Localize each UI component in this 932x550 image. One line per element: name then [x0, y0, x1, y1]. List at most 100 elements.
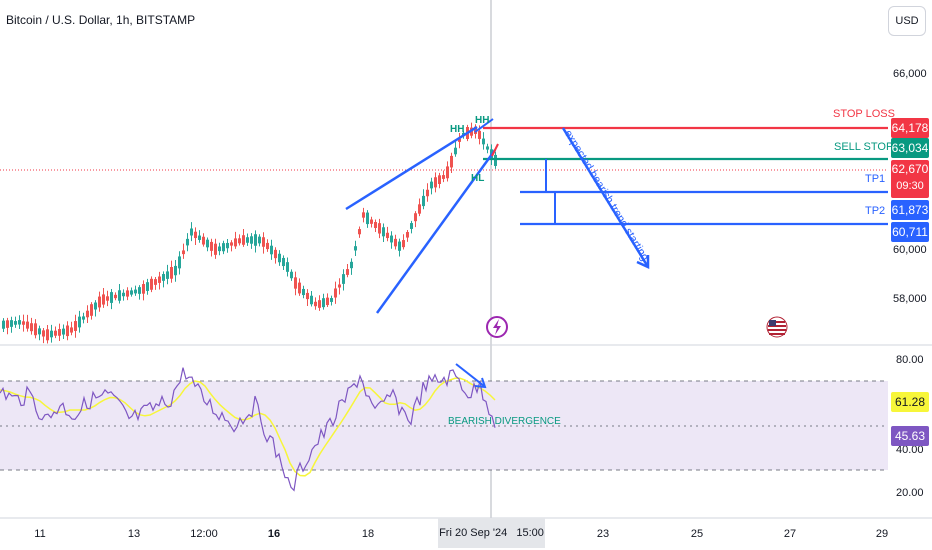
candle-body: [38, 328, 41, 335]
candle-body: [70, 327, 73, 333]
candle-body: [414, 213, 417, 222]
candle-body: [138, 287, 141, 294]
candle-body: [390, 235, 393, 243]
candle-body: [22, 321, 25, 325]
candle-body: [402, 240, 405, 248]
rsi-ma-line: [0, 377, 496, 477]
tp1-price-badge: 61,873: [891, 200, 929, 220]
time-label: 12:00: [190, 528, 218, 540]
hh-label-second: HH: [475, 115, 490, 126]
candle-body: [330, 298, 333, 302]
candle-body: [482, 138, 485, 145]
candle-body: [82, 316, 85, 320]
candle-body: [198, 235, 201, 240]
rsi-line: [0, 367, 496, 492]
stop-loss-label: STOP LOSS: [833, 108, 895, 120]
candle-body: [154, 279, 157, 285]
candle-body: [50, 330, 53, 338]
tp1-label: TP1: [865, 173, 886, 185]
candle-body: [94, 302, 97, 310]
short-arrow: [491, 143, 499, 157]
candle-body: [30, 323, 33, 332]
candle-body: [86, 310, 89, 318]
bearish-arrow[interactable]: [561, 127, 650, 268]
candle-body: [194, 231, 197, 239]
candle-body: [434, 177, 437, 188]
price-tick: 66,000: [893, 68, 927, 80]
candle-body: [18, 320, 21, 325]
candle-body: [142, 284, 145, 294]
candle-body: [386, 232, 389, 239]
candle-body: [454, 147, 457, 155]
sell-stop-label: SELL STOP: [834, 141, 894, 153]
candle-body: [34, 323, 37, 336]
candle-body: [146, 282, 149, 291]
candle-body: [166, 271, 169, 279]
upper-trendline[interactable]: [345, 125, 478, 211]
candle-body: [290, 271, 293, 279]
candle-body: [374, 222, 377, 228]
candle-body: [2, 320, 5, 329]
candle-body: [314, 301, 317, 307]
crosshair-date: Fri 20 Sep '24: [439, 527, 508, 539]
candle-body: [358, 229, 361, 235]
currency-button[interactable]: USD: [888, 6, 926, 36]
candle-body: [354, 246, 357, 251]
time-label: 29: [875, 528, 889, 540]
candle-body: [58, 329, 61, 336]
hh-label-first: HH: [450, 124, 465, 135]
candle-body: [234, 238, 237, 247]
rsi-tick: 80.00: [896, 354, 924, 366]
candle-body: [410, 223, 413, 229]
candle-body: [202, 236, 205, 245]
candle-countdown: 09:30: [896, 180, 924, 192]
rsi-value-badge: 45.63: [891, 426, 929, 446]
candle-body: [222, 243, 225, 252]
us-flag-icon[interactable]: [766, 316, 788, 338]
candle-body: [474, 126, 477, 134]
candle-body: [362, 212, 365, 218]
lower-trendline[interactable]: [375, 149, 497, 314]
candle-body: [270, 245, 273, 255]
candle-body: [250, 236, 253, 244]
candle-body: [214, 243, 217, 255]
candle-body: [186, 238, 189, 246]
candle-body: [486, 146, 489, 150]
candle-body: [398, 241, 401, 251]
time-label: 23: [596, 528, 610, 540]
stop-loss-price-badge: 64,178: [891, 118, 929, 138]
candle-body: [46, 329, 49, 341]
time-label: 25: [690, 528, 704, 540]
candle-body: [274, 249, 277, 259]
candle-body: [366, 212, 369, 225]
candle-body: [190, 228, 193, 236]
time-label: 16: [267, 528, 281, 540]
candle-body: [110, 292, 113, 303]
candle-body: [182, 250, 185, 255]
candle-body: [210, 241, 213, 251]
lightning-icon[interactable]: [486, 316, 508, 338]
candle-body: [298, 282, 301, 294]
candle-body: [278, 253, 281, 263]
candle-body: [450, 155, 453, 168]
candle-body: [458, 138, 461, 142]
candle-body: [150, 278, 153, 290]
candle-body: [98, 296, 101, 308]
tp2-price-badge: 60,711: [891, 222, 929, 242]
candle-body: [370, 219, 373, 224]
candle-body: [74, 321, 77, 331]
bearish-arrow-head: [636, 255, 650, 269]
price-tick: 60,000: [893, 244, 927, 256]
candle-body: [170, 267, 173, 279]
candle-body: [478, 130, 481, 139]
candle-body: [162, 274, 165, 281]
candle-body: [174, 265, 177, 276]
candle-body: [106, 296, 109, 301]
candle-body: [126, 290, 129, 297]
candle-body: [302, 288, 305, 296]
candle-body: [306, 292, 309, 300]
candle-body: [310, 295, 313, 305]
candle-body: [350, 261, 353, 269]
hl-label: HL: [471, 173, 485, 184]
